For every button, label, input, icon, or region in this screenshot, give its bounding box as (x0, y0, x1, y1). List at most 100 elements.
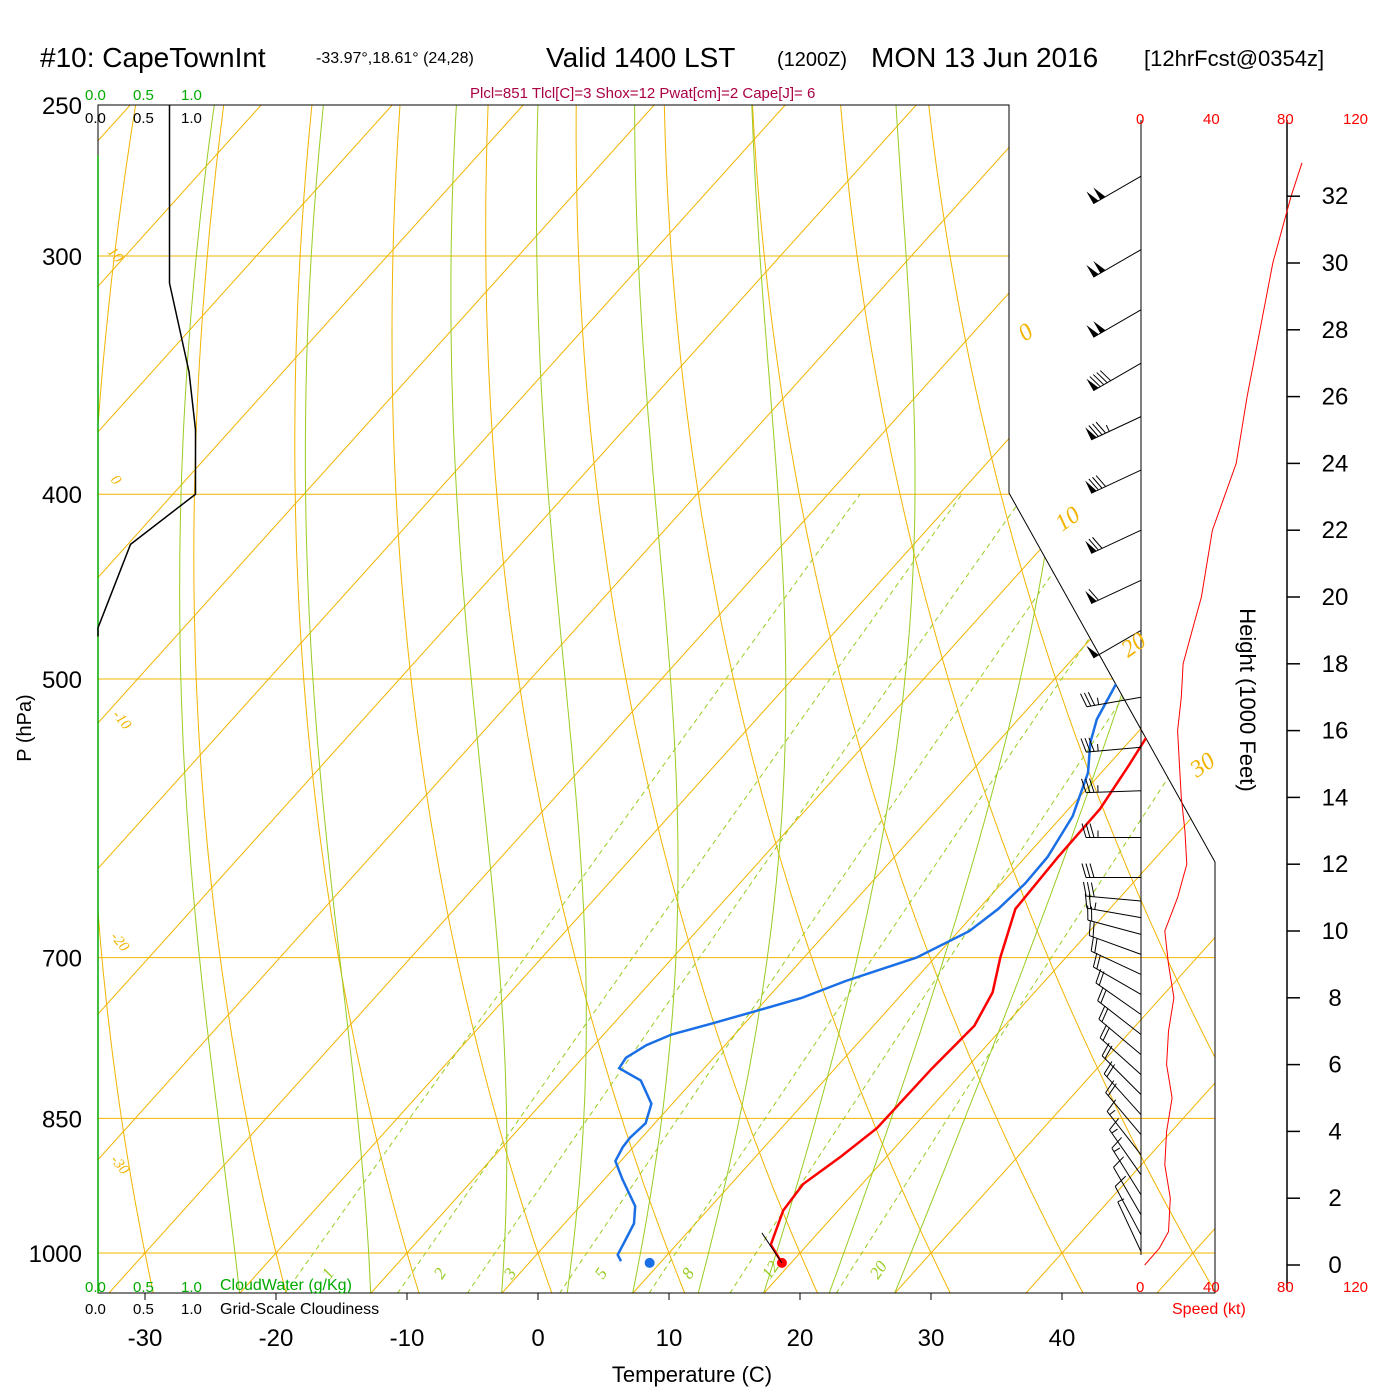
pressure-tick-label: 700 (42, 946, 82, 973)
wind-barb-staff (1095, 982, 1142, 1015)
wind-barb (1114, 1175, 1142, 1236)
bottom-speed-tick-0: 0 (1136, 1279, 1144, 1296)
temperature-axis: -30 -20 -10 0 10 20 30 40 (128, 1293, 1075, 1352)
isotherm-line (98, 105, 1048, 1293)
isotherm-line (98, 105, 786, 1293)
wind-barb-flag (1086, 378, 1099, 391)
bottom-cloudiness-tick-1: 0.5 (133, 1301, 154, 1318)
height-tick-label: 24 (1322, 450, 1349, 477)
wind-barb-staff (1090, 579, 1142, 604)
wind-barb-staff (1117, 1201, 1142, 1252)
wind-barb-half-feather (1096, 697, 1100, 705)
pressure-axis: 250 300 400 500 700 850 1000 (29, 93, 82, 1268)
wind-barb-staff (1090, 950, 1142, 975)
wind-barb-feather (1081, 863, 1087, 878)
temperature-tick-label: -20 (259, 1325, 294, 1352)
date-label: MON 13 Jun 2016 (871, 42, 1098, 73)
cloudwater-label: CloudWater (g/Kg) (220, 1277, 352, 1294)
wind-speed-curve (1144, 162, 1303, 1266)
top-cloudwater-tick-0: 0.0 (85, 87, 106, 104)
wind-barb-staff (1099, 1037, 1142, 1075)
wind-barb-flag (1085, 590, 1097, 604)
height-tick-label: 14 (1322, 784, 1349, 811)
wind-barb-feather (1092, 476, 1103, 489)
isotherm-line (98, 105, 655, 1293)
wind-barb-feather (1084, 737, 1091, 752)
height-tick-label: 20 (1322, 584, 1349, 611)
cloudiness-profile (97, 105, 197, 637)
height-tick-label: 28 (1322, 317, 1349, 344)
wind-barb-flag (1086, 265, 1099, 278)
wind-barb (1088, 921, 1142, 955)
moist-adiabat (632, 105, 679, 1293)
dry-adiabat (924, 105, 1215, 1293)
bottom-cloudiness-tick-0: 0.0 (85, 1301, 106, 1318)
wind-barb (1095, 969, 1142, 1015)
bottom-cloudiness-tick-2: 1.0 (181, 1301, 202, 1318)
height-tick-label: 18 (1322, 651, 1349, 678)
isotherm-label: 10 (104, 244, 126, 266)
wind-barb-feather (1081, 823, 1087, 838)
wind-barb-feather (1098, 971, 1105, 986)
dry-adiabat (837, 105, 1215, 1293)
top-speed-tick-0: 0 (1136, 111, 1144, 128)
wind-barb-staff (1113, 1167, 1142, 1216)
isotherm-label: -20 (107, 929, 132, 955)
top-cloudiness-tick-0: 0.0 (85, 110, 106, 127)
wind-barb-feather (1084, 893, 1088, 909)
mixing-ratio-line (284, 493, 861, 1293)
wind-barb-staff (1086, 790, 1142, 794)
wind-barb-feather (1098, 1005, 1106, 1020)
bottom-cloudwater-tick-2: 1.0 (181, 1279, 202, 1296)
dry-adiabat (1185, 105, 1215, 1293)
top-speed-tick-2: 80 (1277, 111, 1294, 128)
wind-barb (1085, 416, 1142, 441)
mixing-ratio-line (396, 493, 963, 1293)
wind-barb-staff (1086, 907, 1142, 919)
wind-barb (1105, 1080, 1142, 1136)
isotherm-line (370, 105, 1215, 1293)
wind-barb-staff (1105, 1092, 1142, 1136)
wind-barb-half-feather (1094, 902, 1097, 910)
wind-barb-flag (1093, 187, 1106, 200)
wind-barb-feather (1089, 376, 1101, 388)
mixing-ratio-line (729, 493, 1215, 1293)
temperature-tick-label: -10 (390, 1325, 425, 1352)
wind-barb-half-feather (1113, 1147, 1121, 1153)
isotherm-line (108, 105, 1179, 1293)
wind-barb-feather (1103, 1061, 1113, 1075)
height-tick-label: 2 (1328, 1185, 1341, 1212)
mixing-ratio-label: 20 (866, 1257, 892, 1282)
dewpoint-curve (614, 105, 1215, 1262)
bottom-speed-tick-3: 120 (1343, 1279, 1368, 1296)
wind-barb (1081, 863, 1141, 879)
wind-barb-feather (1092, 374, 1105, 386)
wind-barb-staff (1086, 746, 1142, 753)
isotherm-line (894, 105, 1215, 1293)
height-tick-label: 10 (1322, 918, 1349, 945)
top-cloudwater-tick-1: 0.5 (133, 87, 154, 104)
wind-barb (1087, 905, 1142, 935)
wind-barb-staff (1101, 1055, 1142, 1096)
pressure-tick-label: 400 (42, 482, 82, 509)
wind-barb-staff (1093, 629, 1142, 659)
pressure-tick-label: 850 (42, 1106, 82, 1133)
wind-speed-profile (1144, 162, 1303, 1266)
wind-barb-staff (1103, 1073, 1142, 1116)
thermo-grid (98, 105, 1215, 1293)
wind-barb-staff (1086, 895, 1142, 902)
temperature-curve (769, 105, 1215, 1264)
wind-barb-staff (1106, 1111, 1142, 1156)
dry-adiabat (575, 105, 819, 1293)
top-cloudiness-tick-2: 1.0 (181, 110, 202, 127)
wind-barb-feather (1090, 936, 1094, 952)
wind-barb-staff (1093, 966, 1142, 995)
wind-barb (1101, 1042, 1142, 1096)
wind-barb-feather (1102, 1027, 1110, 1041)
wind-barb-feather (1100, 989, 1107, 1004)
wind-barb (1086, 249, 1142, 278)
wind-barb-feather (1086, 882, 1091, 897)
wind-barb-feather (1088, 478, 1099, 491)
wind-barb-feather (1097, 986, 1104, 1001)
isotherm-label: -30 (107, 1152, 132, 1178)
